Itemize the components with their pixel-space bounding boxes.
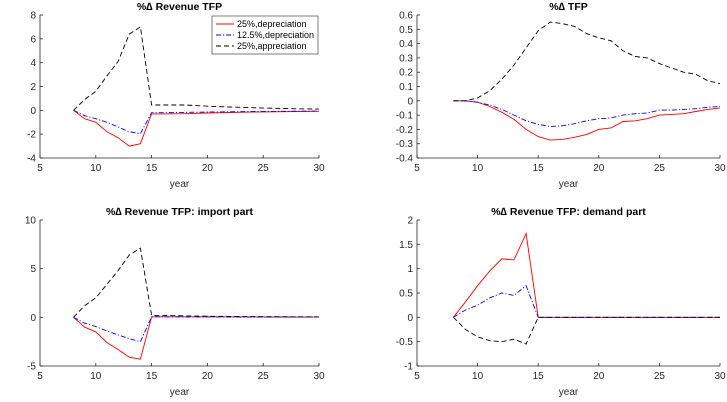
- x-tick-label: 10: [90, 163, 102, 174]
- y-tick-label: 2: [30, 82, 36, 93]
- x-tick-label: 15: [146, 163, 158, 174]
- chart-title: %∆ Revenue TFP: [137, 1, 222, 13]
- x-tick-label: 25: [258, 163, 270, 174]
- y-tick-label: 0: [30, 106, 36, 117]
- legend-label: 25%,depreciation: [237, 19, 307, 29]
- x-tick-label: 5: [37, 163, 43, 174]
- series-line-2: [453, 284, 720, 318]
- x-tick-label: 10: [90, 371, 102, 382]
- legend: 25%,depreciation12.5%,depreciation25%,ap…: [211, 15, 319, 55]
- y-tick-label: -0.3: [396, 139, 414, 150]
- y-tick-label: -0.4: [396, 154, 414, 165]
- y-tick-label: 0.3: [399, 53, 413, 64]
- y-tick-label: 4: [30, 58, 36, 69]
- x-tick-label: 15: [146, 371, 158, 382]
- legend-label: 12.5%,depreciation: [237, 30, 314, 40]
- series-line-1: [453, 100, 721, 141]
- x-axis-title: year: [559, 387, 579, 398]
- y-tick-label: 6: [30, 34, 36, 45]
- chart-panel-1: 5 10 15 20 25 30 -4 -2 0 2 4 6 8 year %∆ Revenue TFP 25…: [27, 1, 325, 190]
- x-tick-label: 25: [654, 371, 666, 382]
- x-tick-label: 25: [258, 371, 270, 382]
- series-line-3: [453, 21, 721, 102]
- y-tick-label: 0.5: [399, 25, 413, 36]
- chart-panel-3: 5 10 15 20 25 30 -5 0 5 10 year %∆ Revenue TFP: imp…: [25, 206, 325, 398]
- y-tick-label: -4: [27, 154, 36, 165]
- legend-label: 25%,appreciation: [237, 41, 307, 51]
- series-line-1: [73, 316, 320, 360]
- y-tick-label: 8: [30, 11, 36, 22]
- x-axis-title: year: [559, 179, 579, 190]
- y-tick-label: -0.5: [396, 337, 414, 348]
- series-line-3: [73, 26, 320, 111]
- x-tick-label: 20: [202, 163, 214, 174]
- x-tick-label: 20: [593, 163, 605, 174]
- y-tick-label: -2: [27, 130, 36, 141]
- y-tick-label: 0.6: [399, 11, 413, 22]
- y-tick-label: 10: [25, 216, 37, 227]
- x-tick-label: 30: [714, 163, 726, 174]
- series-line-1: [453, 232, 720, 318]
- y-tick-label: 1: [407, 264, 413, 275]
- y-tick-label: -1: [404, 362, 413, 373]
- y-tick-label: 5: [30, 264, 36, 275]
- y-tick-label: 1.5: [399, 240, 413, 251]
- x-tick-label: 20: [202, 371, 214, 382]
- series-line-2: [453, 100, 721, 127]
- x-tick-label: 10: [472, 371, 484, 382]
- y-tick-label: 0.5: [399, 289, 413, 300]
- y-tick-label: 2: [407, 216, 413, 227]
- y-tick-label: -5: [27, 362, 36, 373]
- x-tick-label: 30: [714, 371, 726, 382]
- x-tick-label: 25: [654, 163, 666, 174]
- x-tick-label: 5: [414, 163, 420, 174]
- chart-title: %∆ Revenue TFP: import part: [106, 206, 254, 218]
- x-tick-label: 5: [414, 371, 420, 382]
- y-tick-label: -0.1: [396, 111, 414, 122]
- y-tick-label: 0: [30, 313, 36, 324]
- chart-title: %∆ TFP: [549, 1, 588, 13]
- x-tick-label: 20: [593, 371, 605, 382]
- x-tick-label: 10: [472, 163, 484, 174]
- chart-panel-4: 5 10 15 20 25 30 -1 -0.5 0 0.5 1 1.5 2 year %∆ Revenue…: [396, 206, 726, 398]
- x-axis-title: year: [170, 179, 190, 190]
- y-tick-label: 0: [407, 313, 413, 324]
- x-tick-label: 15: [533, 163, 545, 174]
- y-tick-label: -0.2: [396, 125, 414, 136]
- y-tick-label: 0.1: [399, 82, 413, 93]
- series-line-3: [453, 316, 720, 345]
- x-tick-label: 30: [313, 163, 325, 174]
- series-line-3: [73, 247, 320, 318]
- y-tick-label: 0: [407, 96, 413, 107]
- chart-title: %∆ Revenue TFP: demand part: [491, 206, 646, 218]
- x-tick-label: 15: [533, 371, 545, 382]
- x-axis-title: year: [170, 387, 190, 398]
- series-line-2: [73, 316, 319, 343]
- x-tick-label: 5: [37, 371, 43, 382]
- y-tick-label: 0.2: [399, 68, 413, 79]
- y-tick-label: 0.4: [399, 39, 413, 50]
- x-tick-label: 30: [313, 371, 325, 382]
- chart-panel-2: 5 10 15 20 25 30 -0.4 -0.3 -0.2 -0.1 0 0.1 0.2 0.3 0.4…: [396, 1, 726, 190]
- series-line-2: [73, 109, 320, 135]
- series-line-1: [73, 109, 320, 147]
